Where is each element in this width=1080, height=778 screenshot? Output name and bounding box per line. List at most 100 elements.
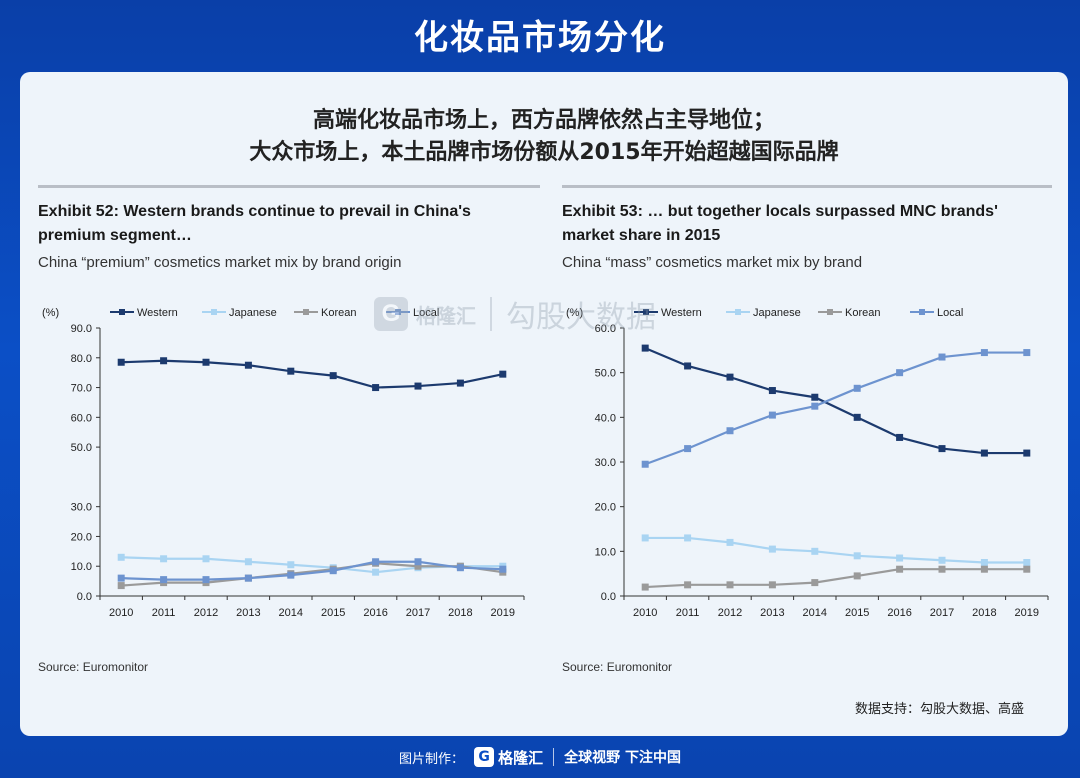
data-point-western: [980, 449, 988, 457]
data-point-western: [896, 433, 904, 441]
footer-slogan: 全球视野 下注中国: [564, 750, 681, 766]
page-title: 化妆品市场分化: [414, 18, 666, 58]
data-point-local: [117, 574, 125, 582]
y-tick-label: 80.0: [71, 353, 92, 365]
data-point-western: [641, 344, 649, 352]
data-point-western: [117, 358, 125, 366]
data-point-western: [329, 372, 337, 380]
data-point-japanese: [641, 534, 649, 542]
x-tick-label: 2015: [321, 607, 345, 619]
data-point-local: [726, 427, 734, 435]
data-point-local: [414, 558, 422, 566]
legend-marker-local: [395, 309, 401, 315]
data-point-japanese: [372, 568, 380, 576]
data-point-local: [641, 460, 649, 468]
legend-marker-japanese: [735, 309, 741, 315]
right-divider: [562, 185, 1052, 188]
data-point-western: [853, 413, 861, 421]
data-point-local: [768, 411, 776, 419]
data-point-japanese: [853, 552, 861, 560]
x-tick-label: 2011: [152, 607, 176, 619]
data-point-western: [811, 393, 819, 401]
y-tick-label: 30.0: [595, 457, 616, 469]
legend-label-local: Local: [413, 307, 439, 319]
data-point-japanese: [938, 556, 946, 564]
series-line-local: [644, 351, 1027, 466]
data-point-western: [244, 361, 252, 369]
data-point-local: [811, 402, 819, 410]
footer-label: 图片制作：: [399, 751, 465, 767]
data-point-korean: [938, 565, 946, 573]
data-point-local: [244, 574, 252, 582]
series-line-korean: [121, 562, 503, 587]
data-point-local: [1023, 349, 1031, 357]
y-tick-label: 10.0: [595, 546, 616, 558]
y-tick-label: 90.0: [71, 323, 92, 335]
data-point-japanese: [768, 545, 776, 553]
left-source: Source: Euromonitor: [38, 660, 149, 674]
x-tick-label: 2017: [930, 607, 954, 619]
legend-marker-korean: [827, 309, 833, 315]
right-source: Source: Euromonitor: [562, 660, 673, 674]
data-point-japanese: [117, 553, 125, 561]
y-tick-label: 10.0: [71, 561, 92, 573]
data-point-local: [684, 445, 692, 453]
data-point-japanese: [160, 555, 168, 563]
headline-line-2: 大众市场上，本土品牌市场份额从2015年开始超越国际品牌: [249, 140, 839, 165]
data-point-local: [160, 576, 168, 584]
data-point-korean: [980, 565, 988, 573]
data-point-japanese: [684, 534, 692, 542]
data-point-western: [684, 362, 692, 370]
x-tick-label: 2011: [676, 607, 700, 619]
data-point-korean: [117, 582, 125, 590]
data-point-korean: [768, 581, 776, 589]
footer-logo-icon: G: [474, 747, 495, 767]
x-tick-label: 2016: [887, 607, 911, 619]
data-point-japanese: [202, 555, 210, 563]
legend-marker-western: [119, 309, 125, 315]
x-tick-label: 2015: [845, 607, 869, 619]
right-exhibit-title: Exhibit 53: … but together locals surpas…: [562, 203, 998, 244]
data-point-local: [372, 558, 380, 566]
data-credit: 数据支持：勾股大数据、高盛: [854, 702, 1024, 717]
data-point-western: [938, 445, 946, 453]
data-point-japanese: [287, 561, 295, 569]
data-point-local: [853, 384, 861, 392]
y-tick-label: 20.0: [595, 502, 616, 514]
y-axis-label: (%): [566, 307, 583, 319]
series-line-korean: [645, 568, 1027, 589]
data-point-local: [202, 576, 210, 584]
legend-marker-korean: [303, 309, 309, 315]
data-point-japanese: [980, 559, 988, 566]
data-point-local: [329, 567, 337, 575]
data-point-japanese: [811, 547, 819, 555]
data-point-western: [372, 384, 380, 392]
left-divider: [38, 185, 540, 188]
x-tick-label: 2014: [279, 607, 303, 619]
legend-label-western: Western: [661, 307, 702, 319]
x-tick-label: 2019: [1015, 607, 1039, 619]
right-chart: (%) Western Japanese Korean Local 0.0 10.0 20.0…: [566, 307, 1049, 619]
data-point-korean: [853, 572, 861, 580]
left-exhibit-subtitle: China “premium” cosmetics market mix by …: [38, 254, 402, 271]
headline-line-1: 高端化妆品市场上，西方品牌依然占主导地位；: [312, 108, 775, 133]
x-tick-label: 2017: [406, 607, 430, 619]
data-point-western: [202, 358, 210, 366]
series-line-local: [121, 560, 503, 581]
data-point-western: [499, 370, 507, 378]
legend-marker-japanese: [211, 309, 217, 315]
footer-logo: G 格隆汇: [474, 747, 543, 768]
x-tick-label: 2012: [718, 607, 742, 619]
data-point-korean: [896, 565, 904, 573]
data-point-western: [160, 357, 168, 365]
x-tick-label: 2019: [491, 607, 515, 619]
data-point-japanese: [1023, 559, 1031, 566]
legend-label-local: Local: [937, 307, 963, 319]
left-exhibit-title: Exhibit 52: Western brands continue to p…: [38, 203, 471, 244]
y-tick-label: 0.0: [77, 591, 92, 603]
data-point-local: [938, 353, 946, 361]
data-point-korean: [414, 562, 422, 570]
left-chart: (%) Western Japanese Korean Local 0.0 10.0 20.0…: [42, 307, 525, 619]
data-point-local: [287, 571, 295, 579]
y-tick-label: 50.0: [71, 442, 92, 454]
